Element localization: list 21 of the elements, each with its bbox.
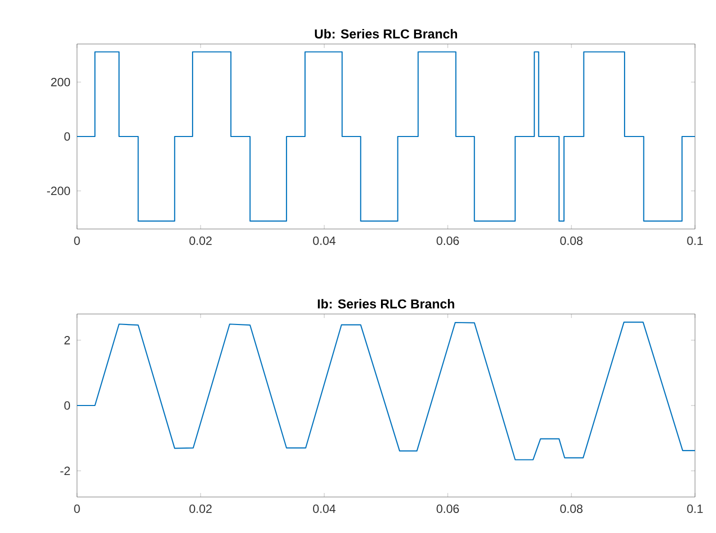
- y-tick-label: -200: [47, 186, 70, 196]
- chart-title: Ib: Series RLC Branch: [318, 298, 454, 308]
- x-tick-label: 0.04: [313, 504, 336, 513]
- x-tick-label: 0.1: [687, 504, 703, 513]
- x-tick-label: 0.02: [189, 236, 212, 245]
- x-tick-label: 0: [74, 504, 80, 513]
- y-tick-label: 2: [64, 336, 70, 344]
- x-tick-label: 0.04: [313, 236, 336, 245]
- x-tick-label: 0.02: [189, 504, 212, 513]
- y-tick-label: 0: [64, 401, 70, 410]
- x-tick-label: 0.1: [687, 236, 703, 245]
- x-tick-label: 0.06: [436, 236, 459, 245]
- y-tick-label: 200: [51, 78, 70, 86]
- x-tick-label: 0.08: [560, 504, 583, 513]
- chart-title: Ub: Series RLC Branch: [314, 28, 458, 38]
- line-series: [77, 322, 696, 460]
- x-tick-label: 0: [74, 236, 80, 245]
- y-tick-label: 0: [64, 132, 70, 141]
- y-tick-label: -2: [60, 466, 70, 476]
- x-tick-label: 0.06: [436, 504, 459, 513]
- x-tick-label: 0.08: [560, 236, 583, 245]
